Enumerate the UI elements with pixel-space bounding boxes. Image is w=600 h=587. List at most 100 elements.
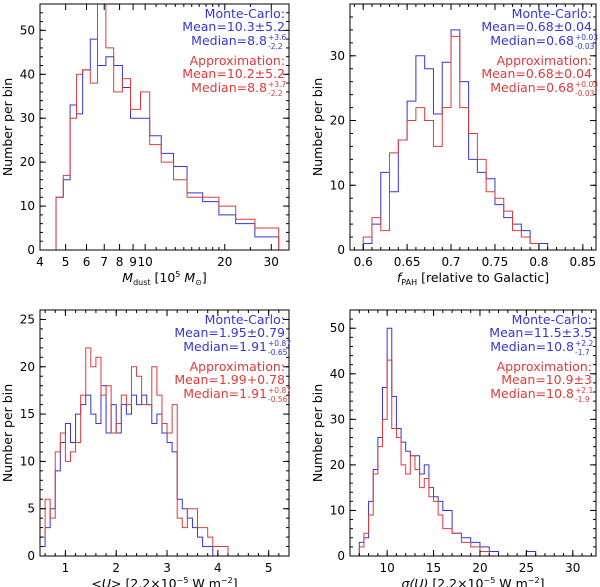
y-tick-label: 30 [330,412,345,426]
x-tick-label: 6 [83,255,91,269]
legend-mc-title: Monte-Carlo: [205,312,285,327]
y-tick-label: 0 [27,549,35,563]
x-tick-label: 0.65 [394,255,421,269]
x-tick-label: 0.6 [354,255,373,269]
legend-mc-median-lower: -2.2 [268,42,283,51]
legend-ap-median: Median=10.8 [490,386,574,401]
legend-ap-median-upper: +3.7 [268,80,286,89]
x-axis-label: <U> [2.2×10−5 W m−2] [91,576,237,587]
legend-ap-median-lower: -0.56 [268,395,288,404]
legend-ap-title: Approximation: [497,359,592,374]
x-tick-label: 25 [519,561,534,575]
y-tick-label: 10 [330,178,345,192]
legend-mc-mean: Mean=10.3±5.2 [182,19,285,34]
y-tick-label: 0 [337,243,345,257]
legend-mc-median-upper: +0.87 [268,339,291,348]
x-tick-label: 30 [264,255,279,269]
axes-frame [349,3,597,251]
legend-ap-median-lower: -2.2 [268,89,283,98]
x-axis-label: fPAH [relative to Galactic] [397,270,549,287]
legend-ap-median: Median=1.91 [183,386,267,401]
x-tick-label: 2 [112,561,120,575]
y-axis-label: Number per bin [310,78,325,176]
x-tick-label: 30 [565,561,580,575]
legend-mc-median-upper: +2.2 [575,339,593,348]
legend-mc-mean: Mean=11.5±3.5 [489,325,592,340]
x-tick-label: 0.7 [441,255,460,269]
legend-mc-median-lower: -0.03 [575,42,595,51]
legend-mc-median-lower: -1.7 [575,348,590,357]
legend-ap-median-upper: +0.03 [575,80,598,89]
x-tick-label: 7 [100,255,108,269]
y-tick-label: 25 [20,312,35,326]
y-tick-label: 30 [330,49,345,63]
legend-mc-median: Median=0.68 [490,33,574,48]
x-tick-label: 9 [129,255,137,269]
legend-mc-title: Monte-Carlo: [512,6,592,21]
legend-ap-title: Approximation: [190,53,285,68]
legend-ap-median: Median=0.68 [490,80,574,95]
legend-ap-median-upper: +0.87 [268,386,291,395]
x-tick-label: 10 [379,561,394,575]
legend-mc-mean: Mean=1.95±0.79 [174,325,285,340]
legend-mc-median: Median=1.91 [183,339,267,354]
panel-umean: 1 2 3 4 5 0 5 10 15 20 25 Number per bin <U> [2.2×10… [0,309,291,587]
legend-mc-title: Monte-Carlo: [205,6,285,21]
y-tick-label: 20 [330,114,345,128]
legend-ap-median: Median=8.8 [191,80,267,95]
histogram-monte-carlo [40,385,218,556]
y-tick-label: 20 [330,458,345,472]
x-tick-label: 8 [116,255,124,269]
panel-fpah: 0.6 0.65 0.7 0.75 0.8 0.85 0 10 20 30 Number per b… [310,3,598,287]
histogram-approximation [362,35,548,250]
legend-mc-median-upper: +3.6 [268,33,286,42]
panel-sigmau: 10 15 20 25 30 0 10 20 30 40 50 Number per bin σ(U) … [310,309,597,587]
x-tick-label: 4 [36,255,44,269]
y-tick-label: 5 [27,502,35,516]
legend-ap-median-upper: +2.1 [575,386,593,395]
x-axis-label: σ(U) [2.2×10−5 W m−2] [402,576,545,587]
y-tick-label: 30 [20,111,35,125]
x-tick-label: 20 [217,255,232,269]
x-tick-label: 5 [265,561,273,575]
y-tick-label: 0 [27,243,35,257]
y-tick-label: 15 [20,407,35,421]
x-tick-label: 0.85 [569,255,596,269]
y-tick-label: 0 [337,549,345,563]
legend-mc-title: Monte-Carlo: [512,312,592,327]
y-axis-label: Number per bin [0,78,15,176]
legend-mc-median-lower: -0.65 [268,348,288,357]
legend-ap-mean: Mean=0.68±0.04 [481,66,592,81]
histogram-approximation [55,4,280,250]
x-tick-label: 1 [62,561,70,575]
x-tick-label: 0.8 [529,255,548,269]
legend-ap-mean: Mean=10.2±5.2 [182,66,285,81]
legend-ap-title: Approximation: [497,53,592,68]
legend-ap-mean: Mean=10.9±3 [501,372,592,387]
legend-ap-median-lower: -1.9 [575,395,590,404]
x-tick-label: 3 [163,561,171,575]
y-tick-label: 10 [20,199,35,213]
x-tick-label: 10 [138,255,153,269]
y-axis-label: Number per bin [0,384,15,482]
axes-frame [349,309,597,557]
histogram-monte-carlo [358,327,545,556]
y-tick-label: 20 [20,360,35,374]
legend-ap-mean: Mean=1.99+0.78 [174,372,285,387]
y-tick-label: 10 [20,454,35,468]
legend-ap-title: Approximation: [190,359,285,374]
x-tick-label: 15 [426,561,441,575]
y-tick-label: 10 [330,503,345,517]
x-tick-label: 20 [472,561,487,575]
legend-mc-mean: Mean=0.68±0.04 [481,19,592,34]
y-tick-label: 50 [20,23,35,37]
x-tick-label: 5 [62,255,70,269]
y-tick-label: 50 [330,321,345,335]
legend-mc-median-upper: +0.03 [575,33,598,42]
y-tick-label: 40 [20,67,35,81]
y-tick-label: 20 [20,155,35,169]
histogram-approximation [40,347,229,556]
legend-mc-median: Median=8.8 [191,33,267,48]
